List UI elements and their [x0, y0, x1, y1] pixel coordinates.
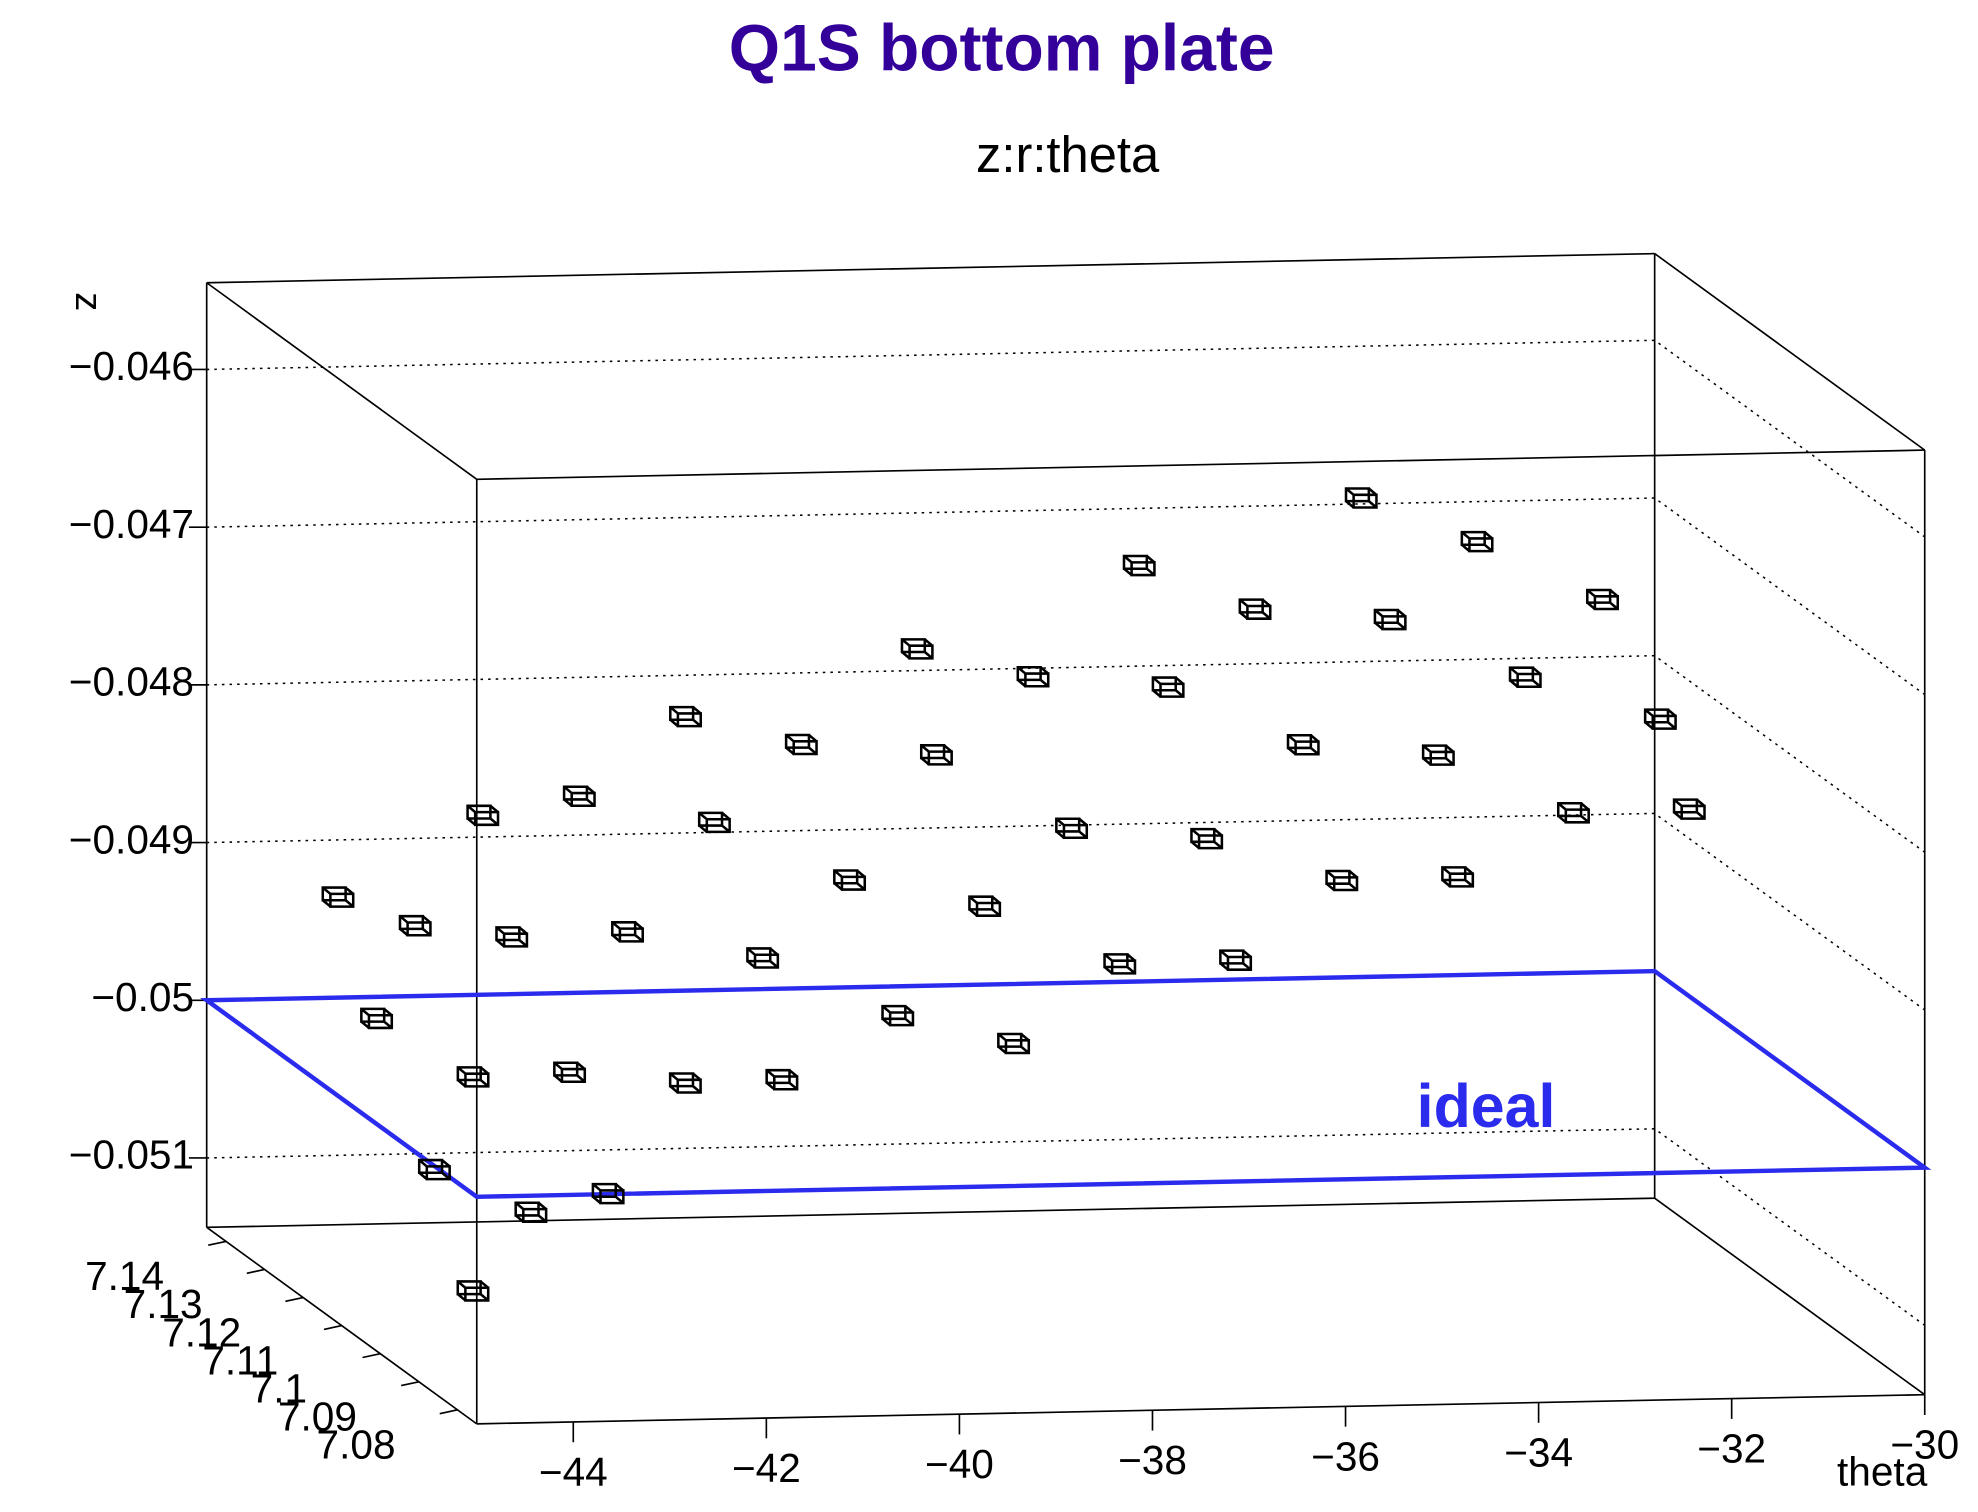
z-axis-label: z [67, 292, 109, 311]
data-box [1325, 869, 1359, 892]
data-box [360, 1007, 394, 1030]
data-box [697, 811, 731, 834]
frame-edge [476, 449, 1925, 481]
chart-title: Q1S bottom plate [729, 11, 1275, 85]
chart-subtitle: z:r:theta [976, 126, 1160, 183]
data-box [417, 1158, 451, 1181]
z-tick-label: −0.048 [69, 659, 194, 705]
z-tick-label: −0.046 [69, 343, 194, 389]
data-box [1219, 949, 1253, 971]
data-box [611, 921, 644, 943]
x-tick-label: −36 [1311, 1433, 1380, 1479]
frame-edge [1654, 1197, 1926, 1396]
x-tick-label: −42 [732, 1445, 801, 1491]
data-box [1672, 798, 1706, 820]
frame-edge [206, 282, 478, 480]
z-tick-label: −0.047 [69, 501, 194, 547]
data-box [1151, 676, 1185, 698]
x-tick-label: −38 [1118, 1437, 1187, 1483]
data-box [398, 914, 432, 937]
r-tick-label: 7.08 [317, 1422, 396, 1468]
data-box [466, 804, 500, 827]
data-box [1373, 608, 1407, 631]
r-tick-label: 7.12 [162, 1309, 241, 1355]
data-box [997, 1032, 1031, 1055]
data-box [456, 1066, 490, 1088]
x-axis-label: theta [1837, 1448, 1928, 1494]
data-box [1016, 665, 1050, 688]
data-box [591, 1182, 625, 1205]
data-box [456, 1280, 490, 1302]
data-box [1055, 817, 1089, 840]
x-tick-label: −44 [539, 1449, 608, 1495]
grid-line [206, 970, 1926, 1169]
data-box [1508, 666, 1542, 688]
data-box [1643, 708, 1677, 730]
z-tick-label: −0.05 [91, 974, 194, 1020]
data-box [1556, 802, 1590, 824]
data-box [1421, 744, 1455, 766]
grid-line [206, 339, 1926, 538]
r-tick [208, 1240, 227, 1246]
r-tick [400, 1380, 420, 1387]
x-tick-label: −40 [925, 1441, 994, 1487]
r-tick-label: 7.09 [278, 1394, 357, 1440]
data-box [562, 785, 596, 808]
data-box [321, 886, 355, 908]
frame-edge [476, 1393, 1925, 1425]
r-tick [362, 1352, 381, 1359]
data-box [968, 895, 1002, 917]
data-box [919, 744, 953, 766]
grid-line [206, 654, 1926, 853]
data-box [668, 1072, 702, 1094]
data-box [1441, 866, 1475, 888]
data-box [900, 638, 934, 660]
r-tick [285, 1296, 304, 1303]
data-box [1122, 554, 1156, 577]
r-tick-label: 7.14 [85, 1253, 164, 1299]
x-tick-label: −34 [1504, 1429, 1573, 1475]
data-box [1586, 588, 1619, 611]
data-box [514, 1201, 548, 1224]
z-tick-label: −0.051 [69, 1132, 194, 1178]
r-tick [246, 1268, 265, 1275]
frame-edge [1654, 252, 1926, 451]
x-tick-label: −32 [1697, 1426, 1766, 1472]
r-tick-label: 7.1 [251, 1365, 307, 1411]
r-tick-label: 7.11 [202, 1337, 278, 1383]
r-tick-label: 7.13 [124, 1281, 203, 1327]
data-box [765, 1068, 799, 1091]
frame-edge [206, 1197, 1655, 1229]
z-tick-label: −0.049 [69, 816, 194, 862]
data-box [1190, 827, 1224, 850]
data-box [784, 733, 818, 756]
frame-edge [206, 252, 1655, 284]
data-box [495, 926, 529, 948]
ideal-label: ideal [1417, 1072, 1556, 1140]
grid-line [206, 497, 1926, 696]
data-box [746, 947, 780, 969]
r-tick [439, 1409, 458, 1415]
data-box [1286, 733, 1320, 756]
data-box [833, 869, 867, 891]
data-box [881, 1004, 915, 1027]
data-box [1460, 530, 1494, 553]
data-box [669, 705, 702, 728]
data-box [1103, 953, 1137, 975]
data-box [553, 1061, 587, 1084]
x-tick-label: −30 [1890, 1422, 1959, 1468]
ideal-plane [200, 968, 1932, 1200]
data-box [1238, 598, 1272, 620]
data-box [1344, 487, 1378, 509]
r-tick [323, 1324, 342, 1331]
